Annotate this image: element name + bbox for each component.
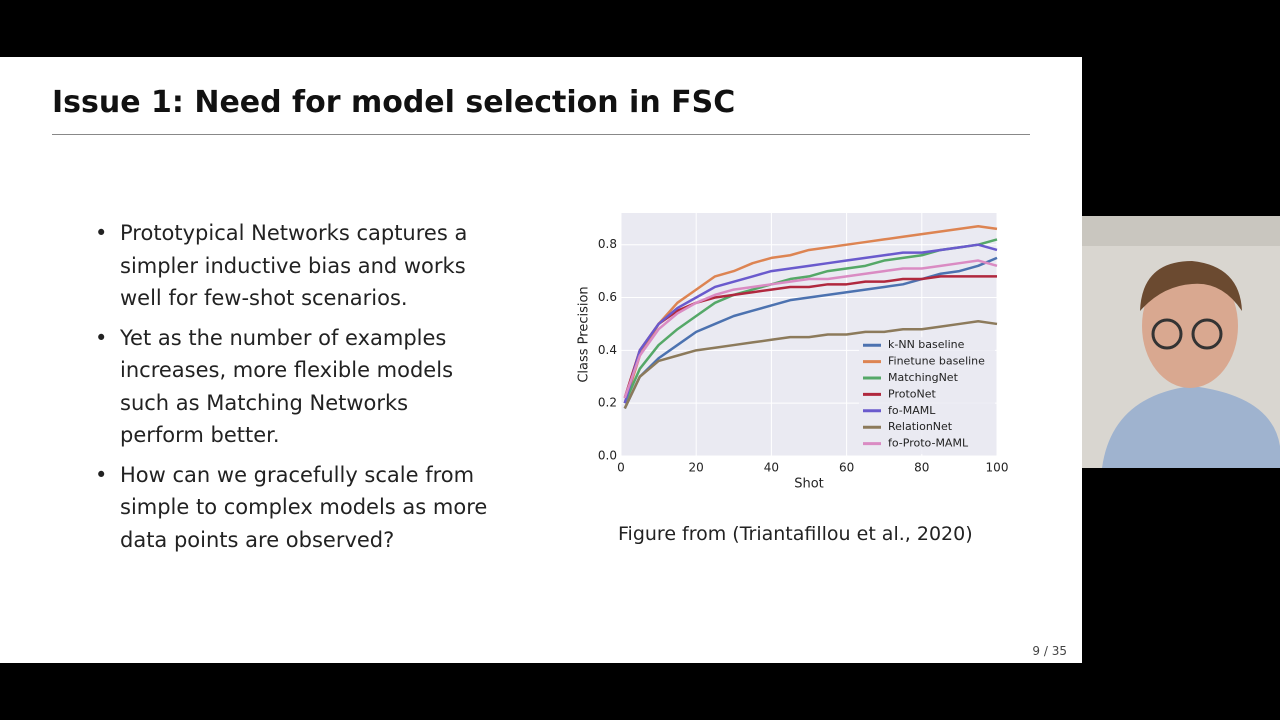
- series-line: [623, 320, 998, 409]
- x-axis-label: Shot: [794, 477, 824, 492]
- slide-title: Issue 1: Need for model selection in FSC: [52, 85, 736, 120]
- series-line: [623, 259, 998, 399]
- legend-label: ProtoNet: [888, 387, 936, 400]
- series-line: [623, 256, 998, 409]
- x-tick-label: 80: [914, 461, 929, 475]
- title-rule: [52, 134, 1030, 135]
- bullet: Yet as the number of examples increases,…: [95, 322, 495, 452]
- y-tick-label: 0.6: [598, 290, 617, 304]
- bullet-list: Prototypical Networks captures a simpler…: [95, 217, 495, 563]
- legend-box: [859, 337, 995, 454]
- y-tick-label: 0.4: [598, 343, 617, 357]
- x-tick-label: 60: [839, 461, 854, 475]
- slide: Issue 1: Need for model selection in FSC…: [0, 57, 1082, 663]
- x-tick-label: 20: [689, 461, 704, 475]
- series-line: [623, 275, 997, 399]
- legend-label: MatchingNet: [888, 371, 959, 384]
- page-number: 9 / 35: [1032, 644, 1067, 658]
- y-axis-label: Class Precision: [577, 286, 592, 382]
- chart: 0.0 0.2 0.4 0.6 0.8 0 20 40 60 80 100 Shot Class Pre…: [577, 213, 1009, 492]
- legend-label: fo-MAML: [888, 404, 936, 417]
- y-tick-label: 0.0: [598, 449, 617, 463]
- legend-label: RelationNet: [888, 420, 953, 433]
- figure-caption: Figure from (Triantafillou et al., 2020): [618, 523, 973, 545]
- y-tick-label: 0.2: [598, 396, 617, 410]
- bullet: Prototypical Networks captures a simpler…: [95, 217, 495, 315]
- series-line: [623, 243, 998, 404]
- series-line: [623, 224, 998, 404]
- y-tick-label: 0.8: [598, 237, 617, 251]
- x-tick-label: 100: [986, 461, 1009, 475]
- x-tick-label: 40: [764, 461, 779, 475]
- x-tick-label: 0: [617, 461, 625, 475]
- legend-label: Finetune baseline: [888, 355, 985, 368]
- legend-label: fo-Proto-MAML: [888, 437, 969, 450]
- webcam-feed: [1082, 216, 1280, 468]
- legend-label: k-NN baseline: [888, 338, 965, 351]
- bullet: How can we gracefully scale from simple …: [95, 459, 495, 557]
